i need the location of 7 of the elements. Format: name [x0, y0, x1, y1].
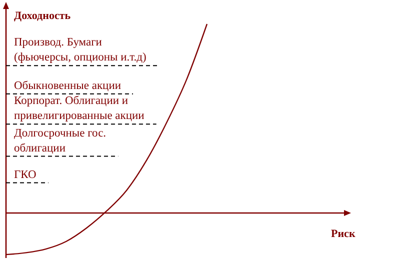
text: Риск [331, 228, 356, 240]
chart-title: Доходность [14, 10, 71, 22]
ref-line-label: Долгосрочные гос. облигации [14, 127, 106, 154]
ref-line-label: Производ. Бумаги (фьючерсы, опционы и.т.д) [14, 36, 147, 64]
ref-line-label: Обыкновенные акции [14, 80, 122, 92]
ref-line-label: ГКО [14, 168, 36, 181]
ref-line-label: Корпорат. Облигации и привелигированные акции [14, 95, 144, 122]
